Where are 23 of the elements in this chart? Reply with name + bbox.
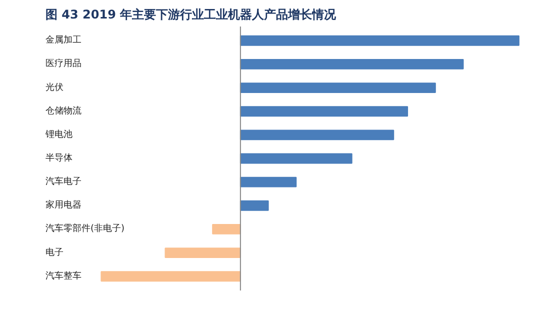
bar bbox=[240, 130, 394, 140]
y-tick-label: 汽车零部件(非电子) bbox=[46, 223, 125, 234]
y-tick-label: 锂电池 bbox=[44, 128, 72, 140]
y-tick-label: 家用电器 bbox=[46, 200, 82, 211]
bar bbox=[100, 271, 241, 282]
bar bbox=[240, 35, 520, 46]
bar bbox=[164, 248, 241, 258]
bar bbox=[240, 82, 436, 93]
y-tick-label: 汽车整车 bbox=[46, 270, 82, 282]
y-tick-label: 光伏 bbox=[46, 82, 64, 93]
y-tick-label: 医疗用品 bbox=[46, 58, 82, 70]
bar bbox=[240, 59, 464, 70]
bar bbox=[240, 106, 408, 117]
bar bbox=[240, 200, 269, 211]
y-tick-label: 电子 bbox=[46, 246, 64, 258]
y-tick-label: 半导体 bbox=[46, 152, 72, 164]
chart-title: 图 43 2019 年主要下游行业工业机器人产品增长情况 bbox=[46, 8, 338, 22]
bar bbox=[212, 224, 241, 234]
y-tick-label: 金属加工 bbox=[46, 34, 82, 46]
bar bbox=[240, 176, 297, 188]
y-tick-label: 汽车电子 bbox=[46, 176, 82, 188]
bar bbox=[240, 153, 352, 164]
y-tick-label: 仓储物流 bbox=[46, 105, 82, 116]
